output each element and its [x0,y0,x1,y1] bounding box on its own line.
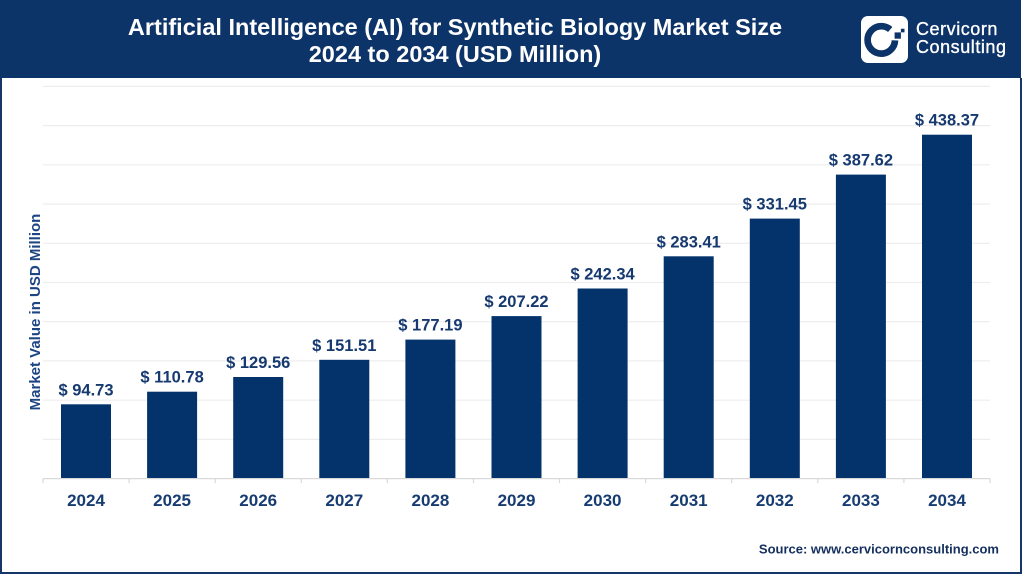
svg-text:2028: 2028 [411,491,449,510]
svg-text:2024: 2024 [67,491,105,510]
svg-text:2031: 2031 [670,491,708,510]
svg-text:2026: 2026 [239,491,277,510]
svg-text:$ 177.19: $ 177.19 [398,317,462,335]
svg-text:$ 151.51: $ 151.51 [312,337,376,355]
svg-text:$ 110.78: $ 110.78 [140,369,203,387]
svg-text:2027: 2027 [325,491,363,510]
svg-text:2030: 2030 [584,491,622,510]
svg-text:$ 283.41: $ 283.41 [657,233,721,251]
svg-text:$ 242.34: $ 242.34 [570,266,635,284]
svg-text:2033: 2033 [842,491,880,510]
svg-text:2025: 2025 [153,491,191,510]
svg-text:2034: 2034 [928,491,966,510]
svg-text:Source: www.cervicornconsultin: Source: www.cervicornconsulting.com [759,542,999,557]
svg-text:$ 129.56: $ 129.56 [226,354,290,372]
svg-text:$ 387.62: $ 387.62 [829,152,893,170]
svg-text:$ 207.22: $ 207.22 [484,293,548,311]
svg-text:2029: 2029 [498,491,536,510]
svg-text:Market Value in USD Million: Market Value in USD Million [27,214,44,411]
svg-text:$ 94.73: $ 94.73 [58,381,113,399]
svg-text:$ 438.37: $ 438.37 [915,112,979,130]
svg-text:$ 331.45: $ 331.45 [743,196,807,214]
svg-text:2032: 2032 [756,491,794,510]
